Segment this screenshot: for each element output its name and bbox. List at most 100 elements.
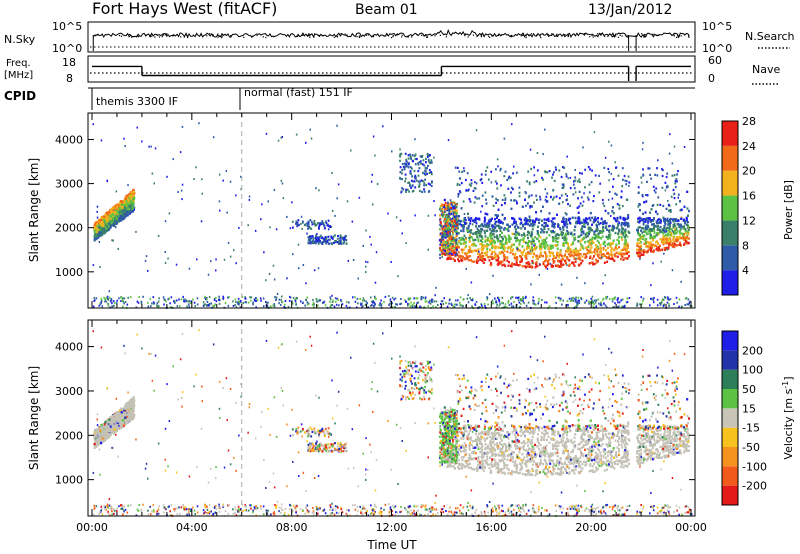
range-cell — [129, 205, 132, 208]
range-cell — [488, 259, 491, 262]
range-cell — [107, 212, 110, 216]
nsky-dot — [309, 36, 311, 38]
range-cell — [499, 243, 502, 246]
nsky-dot — [536, 34, 538, 36]
nsky-dot — [678, 35, 680, 37]
nsky-dot — [547, 34, 550, 36]
range-cell — [659, 231, 662, 234]
nsky-label: N.Sky — [4, 33, 36, 46]
range-cell — [562, 216, 565, 219]
nsky-dot — [467, 36, 469, 38]
nsky-dot — [229, 36, 231, 38]
range-cell — [638, 239, 641, 242]
range-cell — [124, 214, 127, 218]
range-cell — [556, 244, 559, 247]
range-cell — [516, 231, 519, 234]
range-cell — [525, 241, 527, 244]
range-cell — [540, 228, 543, 231]
nsky-dot — [365, 34, 368, 36]
range-cell — [521, 234, 523, 237]
range-cell — [461, 259, 464, 262]
nsky-dot — [688, 35, 690, 37]
range-cell — [651, 219, 653, 222]
nsky-dot — [510, 35, 512, 37]
range-cell — [597, 260, 599, 263]
range-cell — [549, 254, 552, 257]
nsky-dot — [180, 36, 182, 38]
range-cell — [540, 210, 542, 213]
range-cell — [639, 251, 642, 254]
range-cell — [603, 254, 606, 257]
range-cell — [617, 232, 619, 235]
range-cell — [564, 259, 566, 262]
nsky-dot — [333, 36, 335, 38]
range-cell — [581, 259, 584, 262]
range-cell — [109, 224, 112, 228]
nsky-dot — [171, 34, 174, 37]
nsky-dot — [491, 35, 493, 37]
range-cell — [465, 237, 467, 240]
nsky-dot — [540, 36, 542, 39]
nsky-dot — [392, 36, 394, 38]
range-cell — [578, 217, 581, 220]
range-cell — [494, 252, 497, 255]
range-cell — [132, 197, 135, 201]
range-cell — [594, 244, 597, 247]
range-cell — [475, 222, 478, 225]
range-cell — [112, 208, 115, 212]
range-cell — [476, 234, 478, 237]
range-cell — [662, 235, 665, 238]
range-cell — [118, 219, 121, 222]
range-cell — [622, 233, 624, 236]
range-cell — [637, 217, 640, 220]
nsky-dot — [211, 34, 213, 36]
range-cell — [459, 222, 462, 225]
nsky-dot — [625, 34, 627, 36]
nsky-dot — [336, 36, 339, 38]
range-cell — [99, 232, 102, 236]
range-cell — [580, 230, 583, 233]
range-cell — [471, 260, 474, 263]
range-cell — [113, 206, 116, 209]
range-cell — [106, 218, 109, 221]
range-cell — [119, 208, 122, 211]
range-cell — [469, 222, 472, 225]
range-cell — [669, 209, 672, 212]
range-cell — [127, 193, 131, 197]
range-cell — [547, 228, 550, 231]
range-cell — [536, 265, 539, 268]
range-cell — [515, 224, 518, 227]
range-cell — [132, 208, 135, 211]
range-cell — [106, 225, 109, 229]
range-cell — [485, 202, 488, 205]
range-cell — [664, 234, 667, 237]
range-cell — [566, 229, 569, 233]
range-cell — [109, 215, 112, 218]
nsky-dot — [252, 35, 254, 37]
range-cell — [101, 221, 104, 224]
range-cell — [114, 205, 117, 208]
range-cell — [534, 236, 536, 239]
range-cell — [113, 213, 116, 216]
range-cell — [544, 260, 546, 263]
range-cell — [118, 217, 122, 220]
range-cell — [479, 253, 481, 256]
nsky-dot — [183, 36, 185, 38]
range-cell — [660, 230, 663, 233]
range-cell — [104, 227, 108, 230]
range-cell — [519, 263, 521, 266]
nsky-dot — [677, 36, 679, 38]
range-cell — [618, 230, 620, 233]
range-cell — [608, 225, 610, 228]
range-cell — [565, 239, 568, 242]
range-cell — [551, 217, 554, 220]
nsky-dot — [557, 35, 559, 37]
nsky-dot — [217, 33, 219, 35]
range-cell — [611, 226, 614, 229]
nsky-dot — [221, 33, 224, 36]
range-cell — [116, 203, 119, 206]
range-cell — [560, 233, 562, 236]
range-cell — [483, 229, 486, 233]
nsky-dot — [133, 36, 135, 38]
range-cell — [602, 253, 605, 256]
